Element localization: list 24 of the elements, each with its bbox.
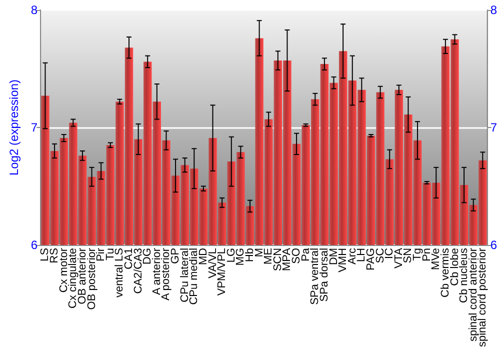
x-tick-label: Tg xyxy=(412,248,424,261)
x-tick-label: Hb xyxy=(244,248,256,262)
x-tick-label: PAG xyxy=(364,248,377,270)
x-tick-label: OB posterior xyxy=(86,248,98,310)
x-tick-label: RS xyxy=(48,248,61,264)
x-tick-label: SCN xyxy=(272,248,284,272)
x-tick-label: SPa dorsal xyxy=(318,248,330,302)
x-tick-label: M xyxy=(253,248,266,258)
x-tick-label: DM xyxy=(328,248,340,266)
x-tick-label: A posterior xyxy=(160,248,172,301)
x-tick-label: OB anterior xyxy=(76,248,88,304)
y-tick-label: 8 xyxy=(30,3,38,17)
x-tick-label: GP xyxy=(170,248,182,264)
x-tick-label: IC xyxy=(384,248,396,259)
y2-tick-label: 8 xyxy=(490,3,498,17)
x-tick-label: spinal cord posterior xyxy=(476,248,489,348)
x-tick-label: CA1 xyxy=(122,248,135,270)
y2-tick-label: 7 xyxy=(490,120,498,134)
x-tick-label: Cb lobe xyxy=(448,248,461,286)
x-tick-label: SN xyxy=(402,248,414,264)
y-tick-label: 6 xyxy=(30,238,38,252)
y-axis-title: Log2 (expression) xyxy=(7,79,21,176)
y2-tick-label: 6 xyxy=(490,238,498,252)
y-tick-label: 7 xyxy=(30,120,38,134)
